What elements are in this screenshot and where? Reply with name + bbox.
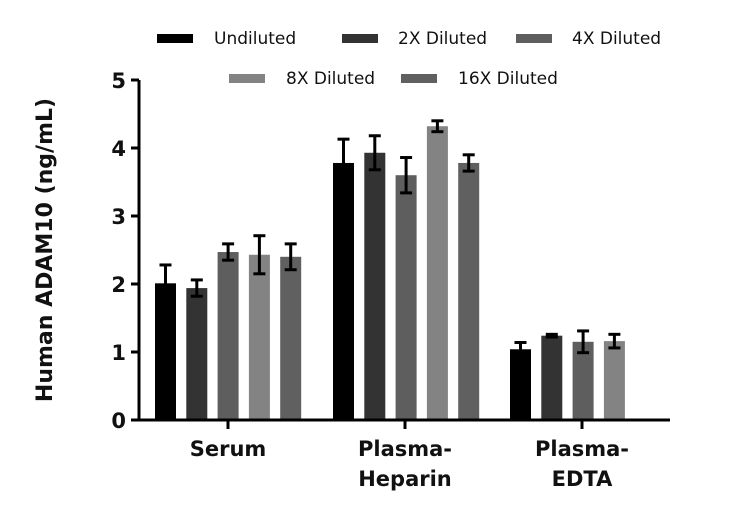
bar — [541, 335, 563, 420]
legend-item: 2X Diluted — [342, 29, 487, 49]
bar — [572, 341, 594, 420]
x-category-label: EDTA — [552, 467, 613, 491]
x-category-label: Plasma- — [358, 437, 452, 461]
legend-item: 8X Diluted — [229, 69, 375, 89]
bar — [426, 126, 448, 421]
y-tick-label: 5 — [111, 69, 126, 93]
y-tick-label: 3 — [111, 205, 126, 229]
bar-group-plasma-edta — [510, 329, 625, 420]
bar — [217, 252, 239, 420]
bar-group-plasma-heparin — [333, 119, 480, 421]
x-category-label: Serum — [190, 437, 267, 461]
bar — [248, 254, 270, 420]
x-category-label: Plasma- — [535, 437, 629, 461]
y-axis-label: Human ADAM10 (ng/mL) — [33, 98, 58, 402]
legend-swatch — [157, 34, 193, 43]
legend-label: 8X Diluted — [286, 69, 375, 89]
y-tick-label: 2 — [111, 273, 126, 297]
legend: Undiluted 2X Diluted 4X Diluted 8X Diluted 1… — [157, 29, 661, 89]
bar — [458, 162, 480, 420]
legend-swatch — [342, 34, 378, 43]
legend-label: Undiluted — [214, 29, 296, 49]
bar — [280, 256, 302, 420]
x-category-label: Heparin — [358, 467, 452, 491]
bar — [603, 341, 625, 420]
y-tick-label: 4 — [111, 137, 126, 161]
bar — [155, 283, 176, 420]
legend-item: Undiluted — [157, 29, 296, 49]
bar — [333, 162, 354, 420]
bar — [364, 152, 386, 420]
bars — [155, 119, 625, 421]
y-axis: 0 1 2 3 4 5 — [111, 69, 141, 433]
y-tick-label: 0 — [111, 409, 126, 433]
x-axis: Serum Plasma- Heparin Plasma- EDTA — [137, 418, 670, 491]
legend-label: 16X Diluted — [458, 69, 558, 89]
legend-swatch — [229, 74, 265, 83]
legend-swatch — [401, 74, 437, 83]
y-tick-label: 1 — [111, 341, 126, 365]
bar — [510, 349, 531, 420]
legend-swatch — [516, 34, 552, 43]
legend-item: 4X Diluted — [516, 29, 661, 49]
legend-label: 4X Diluted — [572, 29, 661, 49]
bar — [186, 288, 208, 420]
legend-item: 16X Diluted — [401, 69, 558, 89]
bar-group-serum — [155, 234, 302, 420]
bar — [395, 175, 417, 420]
legend-label: 2X Diluted — [398, 29, 487, 49]
